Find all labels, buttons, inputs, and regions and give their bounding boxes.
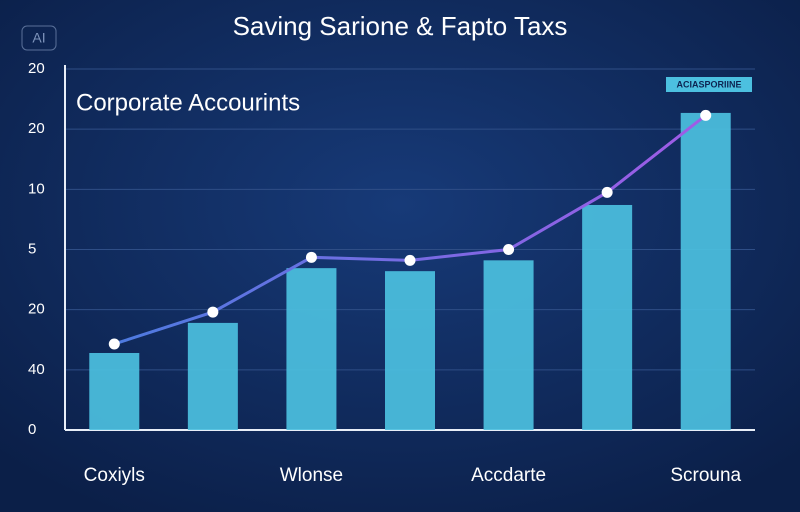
badge-frame [21, 25, 57, 51]
y-tick-label: 20 [28, 120, 45, 137]
y-tick-label: 5 [28, 240, 36, 257]
bar [385, 271, 435, 430]
trend-point [503, 244, 515, 255]
trend-point [108, 338, 120, 350]
y-tick-label: 10 [28, 180, 45, 197]
chart-title: Saving Sarione & Fapto Taxs [233, 11, 568, 41]
y-tick-label: 20 [28, 301, 45, 318]
x-tick-label: Accdarte [471, 465, 546, 486]
x-tick-label: Scrouna [670, 465, 741, 486]
bar [680, 112, 731, 431]
badge: AI [32, 30, 45, 46]
legend-swatch [666, 77, 752, 92]
y-tick-label: 0 [28, 421, 36, 438]
bar [89, 352, 140, 430]
trend-point [305, 251, 317, 263]
trend-point [404, 254, 416, 266]
bar [582, 204, 633, 430]
x-tick-label: Wlonse [280, 465, 343, 486]
trend-point [601, 186, 613, 198]
y-tick-label: 20 [28, 60, 45, 77]
x-tick-label: Coxiyls [84, 465, 145, 486]
trend-point [700, 109, 712, 121]
y-tick-label: 40 [28, 361, 45, 378]
bar [187, 322, 238, 430]
chart-subtitle: Corporate Accourints [76, 89, 300, 116]
legend-label: ACIASPORIINE [676, 79, 741, 89]
bar [286, 268, 337, 430]
trend-point [207, 306, 219, 318]
bar [483, 260, 534, 430]
